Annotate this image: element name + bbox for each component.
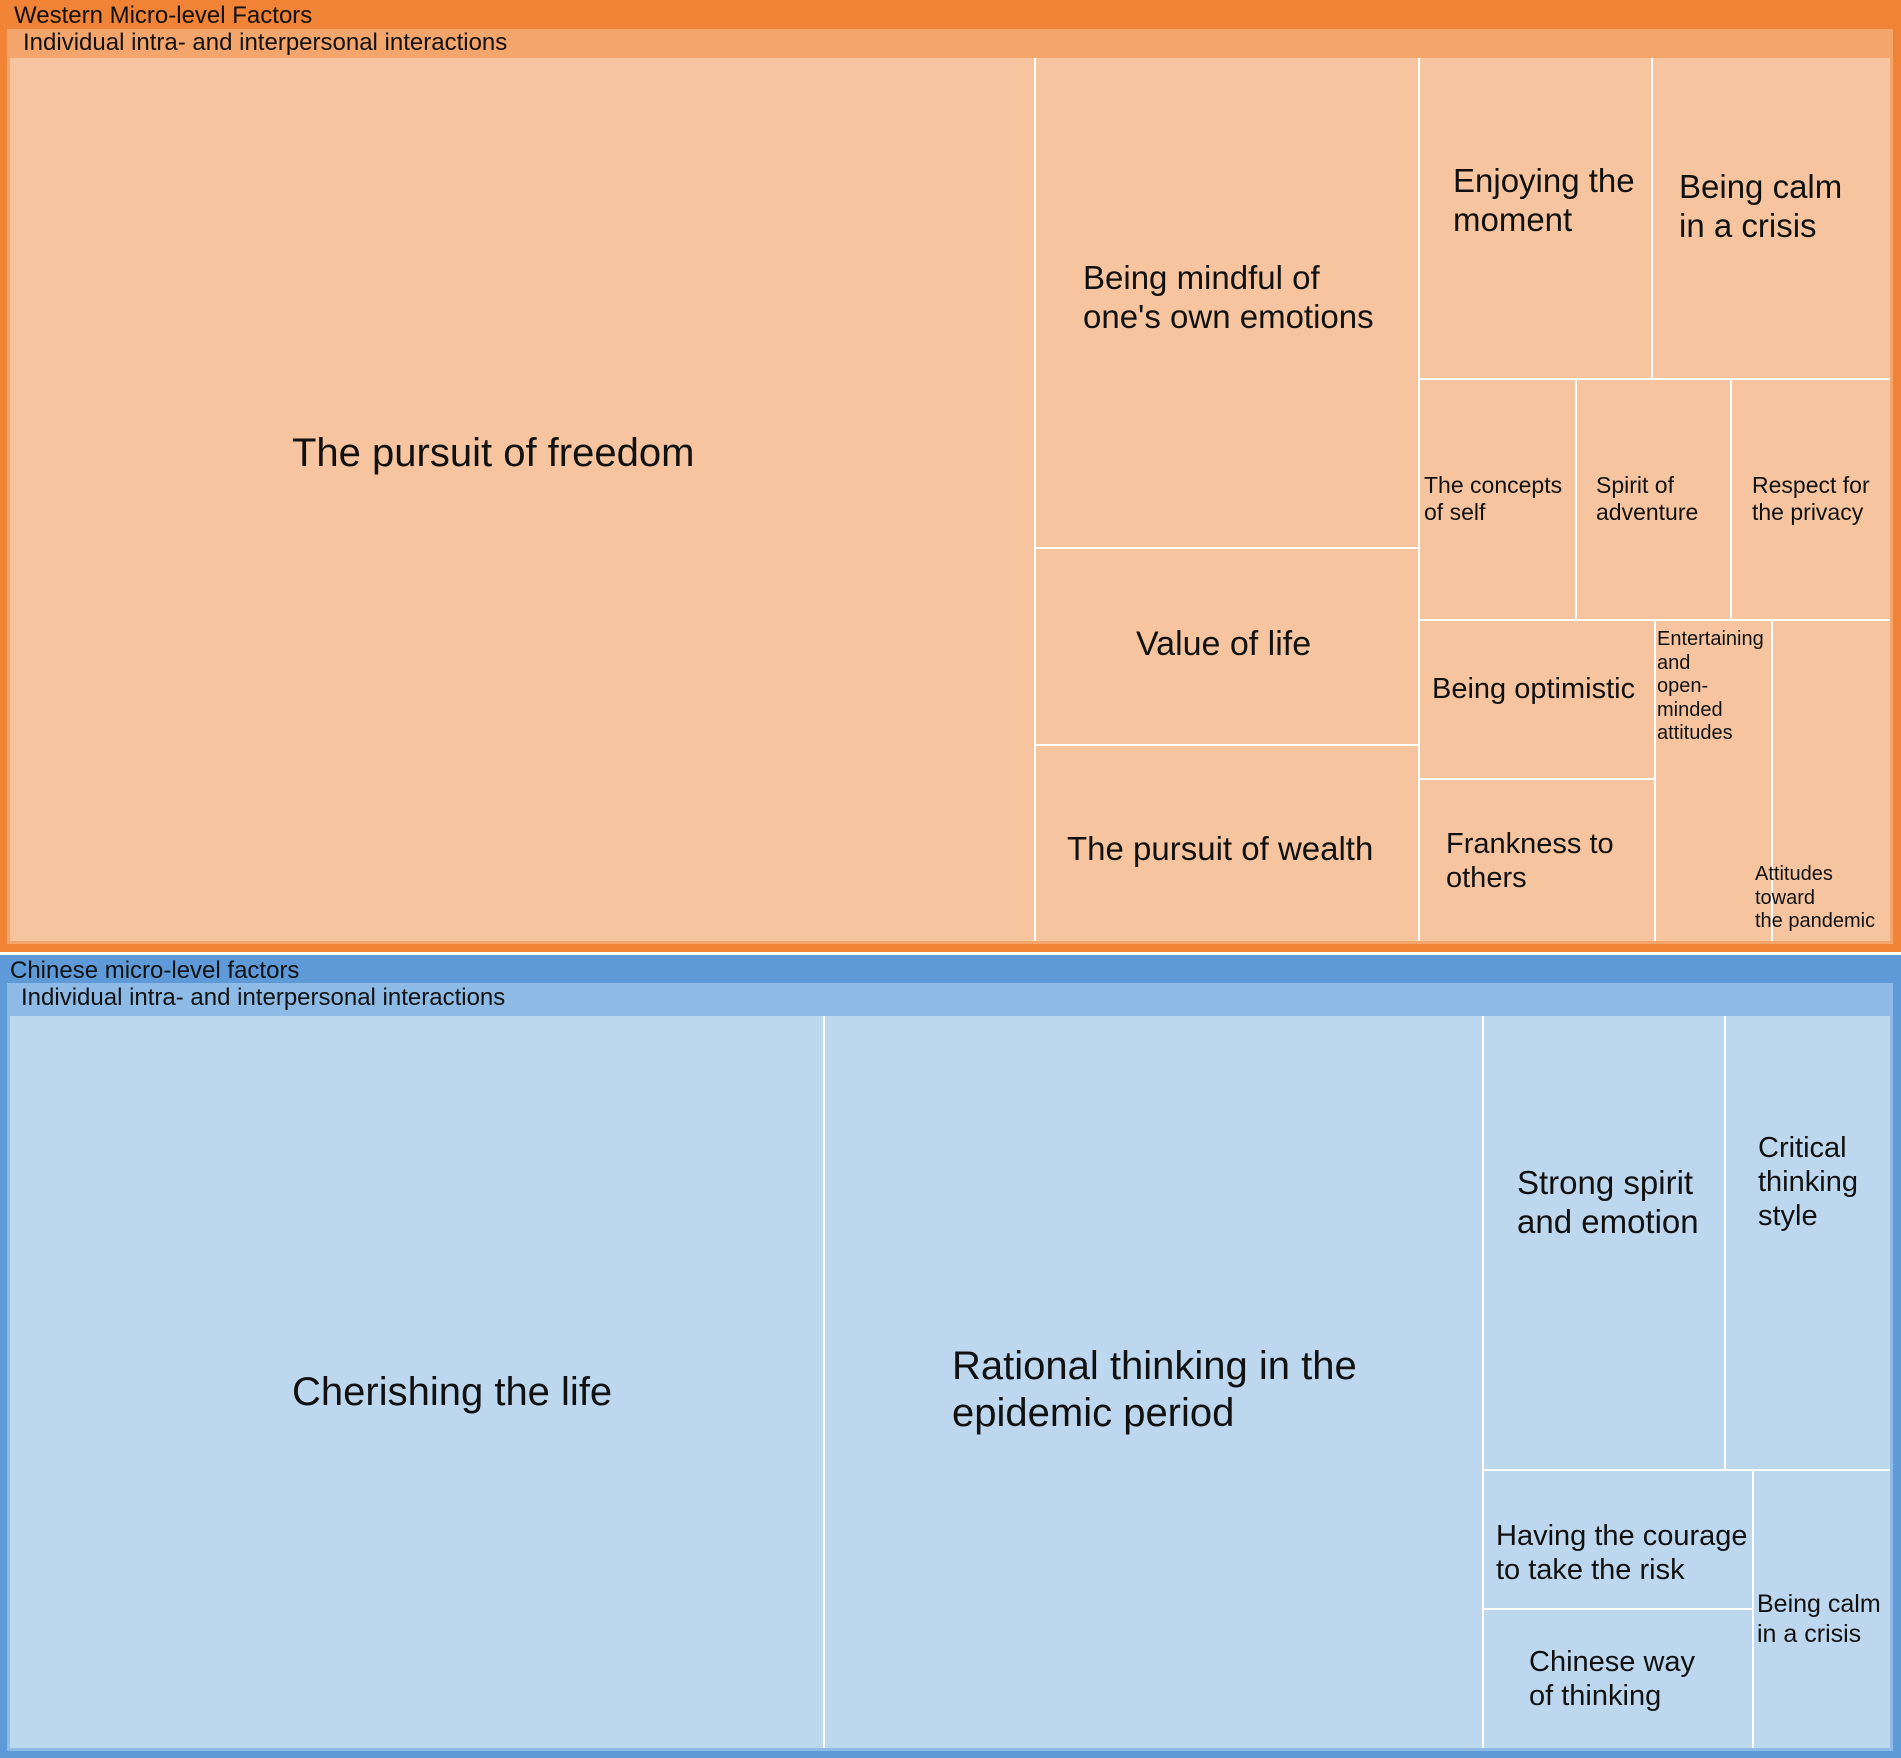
western-tile-label: Attitudes toward the pandemic: [1755, 863, 1876, 933]
chinese-tiles-area: Cherishing the life Rational thinking in …: [10, 1016, 1890, 1748]
chinese-tile: Being calm in a crisis: [1754, 1471, 1890, 1748]
western-tile: The pursuit of wealth: [1036, 746, 1418, 941]
chinese-tile: Rational thinking in the epidemic period: [825, 1016, 1482, 1748]
chinese-tile: Having the courage to take the risk: [1484, 1471, 1752, 1608]
western-tile: Being optimistic: [1420, 621, 1654, 778]
chinese-tile-label: Strong spirit and emotion: [1517, 1164, 1699, 1240]
western-factors-panel: Western Micro-level Factors Individual i…: [0, 0, 1901, 952]
western-tile-label: Being mindful of one's own emotions: [1083, 259, 1374, 335]
western-tile-label: Enjoying the moment: [1453, 162, 1635, 238]
western-tile: The concepts of self: [1420, 380, 1575, 619]
western-tile-label: Value of life: [1136, 625, 1312, 663]
western-tile: Value of life: [1036, 549, 1418, 744]
chinese-tile: Critical thinking style: [1726, 1016, 1890, 1469]
western-tile: Entertaining and open-minded attitudes: [1656, 621, 1771, 941]
chinese-tile: Strong spirit and emotion: [1484, 1016, 1724, 1469]
western-tile: Spirit of adventure: [1577, 380, 1730, 619]
western-tile-label: Entertaining and open-minded attitudes: [1657, 628, 1764, 745]
chinese-tile-label: Having the courage to take the risk: [1496, 1520, 1748, 1587]
chinese-tile: Cherishing the life: [10, 1016, 823, 1748]
chinese-tile: Chinese way of thinking: [1484, 1610, 1752, 1748]
chinese-tile-label: Being calm in a crisis: [1757, 1590, 1881, 1648]
western-tile-label: Being optimistic: [1432, 673, 1636, 705]
western-tile: Enjoying the moment: [1420, 58, 1651, 378]
chinese-group-title: Individual intra- and interpersonal inte…: [21, 984, 506, 1011]
western-tile-label: The pursuit of freedom: [292, 431, 695, 475]
western-tile: Attitudes toward the pandemic: [1755, 621, 1890, 941]
western-tile-label: The pursuit of wealth: [1067, 830, 1374, 867]
chinese-tile-label: Chinese way of thinking: [1529, 1646, 1696, 1713]
western-panel-title: Western Micro-level Factors: [14, 2, 313, 29]
chinese-tile-label: Rational thinking in the epidemic period: [952, 1344, 1357, 1436]
western-tile-label: Respect for the privacy: [1752, 472, 1870, 526]
western-tile: Being mindful of one's own emotions: [1036, 58, 1418, 547]
western-tile-label: The concepts of self: [1424, 472, 1563, 526]
western-tile: Being calm in a crisis: [1653, 58, 1890, 378]
chinese-panel-title: Chinese micro-level factors: [10, 957, 300, 984]
western-tile: The pursuit of freedom: [10, 58, 1034, 941]
western-tile: Frankness to others: [1420, 780, 1654, 941]
chinese-factors-panel: Chinese micro-level factors Individual i…: [0, 955, 1901, 1758]
chinese-tile-label: Cherishing the life: [292, 1370, 613, 1414]
western-tile-label: Frankness to others: [1446, 828, 1614, 895]
western-tile: Respect for the privacy: [1732, 380, 1890, 619]
western-tiles-area: The pursuit of freedom Being mindful of o…: [10, 58, 1890, 941]
western-tile-label: Being calm in a crisis: [1679, 168, 1843, 244]
western-group-title: Individual intra- and interpersonal inte…: [23, 29, 508, 56]
chinese-tile-label: Critical thinking style: [1758, 1132, 1858, 1233]
western-tile-label: Spirit of adventure: [1596, 472, 1699, 526]
